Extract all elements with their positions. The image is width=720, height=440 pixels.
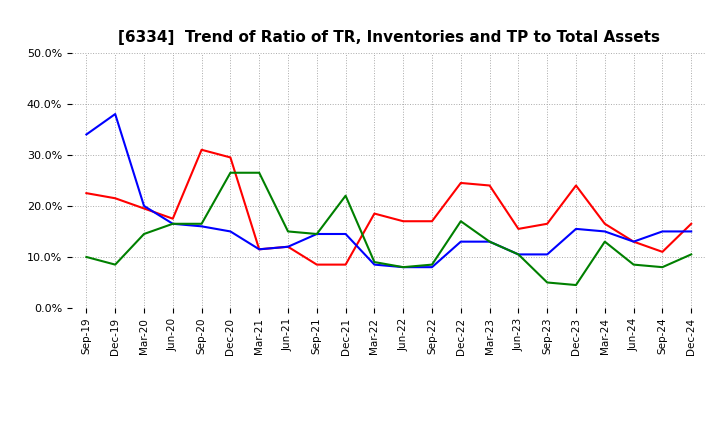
- Inventories: [370, 262, 379, 267]
- Inventories: [341, 231, 350, 237]
- Trade Payables: [341, 193, 350, 198]
- Trade Payables: [543, 280, 552, 285]
- Trade Receivables: [658, 249, 667, 254]
- Trade Receivables: [370, 211, 379, 216]
- Title: [6334]  Trend of Ratio of TR, Inventories and TP to Total Assets: [6334] Trend of Ratio of TR, Inventories…: [118, 29, 660, 45]
- Trade Payables: [485, 239, 494, 244]
- Trade Payables: [399, 264, 408, 270]
- Inventories: [658, 229, 667, 234]
- Inventories: [197, 224, 206, 229]
- Trade Payables: [140, 231, 148, 237]
- Trade Receivables: [485, 183, 494, 188]
- Trade Payables: [600, 239, 609, 244]
- Trade Receivables: [255, 247, 264, 252]
- Trade Payables: [514, 252, 523, 257]
- Trade Payables: [111, 262, 120, 267]
- Trade Receivables: [111, 196, 120, 201]
- Trade Receivables: [168, 216, 177, 221]
- Inventories: [600, 229, 609, 234]
- Inventories: [168, 221, 177, 227]
- Trade Receivables: [284, 244, 292, 249]
- Trade Payables: [168, 221, 177, 227]
- Inventories: [514, 252, 523, 257]
- Trade Receivables: [312, 262, 321, 267]
- Trade Receivables: [399, 219, 408, 224]
- Trade Receivables: [629, 239, 638, 244]
- Trade Receivables: [226, 155, 235, 160]
- Inventories: [312, 231, 321, 237]
- Trade Receivables: [543, 221, 552, 227]
- Trade Payables: [572, 282, 580, 288]
- Inventories: [543, 252, 552, 257]
- Trade Payables: [456, 219, 465, 224]
- Inventories: [399, 264, 408, 270]
- Inventories: [82, 132, 91, 137]
- Trade Receivables: [456, 180, 465, 186]
- Inventories: [226, 229, 235, 234]
- Inventories: [255, 247, 264, 252]
- Line: Trade Payables: Trade Payables: [86, 173, 691, 285]
- Trade Receivables: [197, 147, 206, 152]
- Trade Payables: [255, 170, 264, 176]
- Trade Receivables: [428, 219, 436, 224]
- Trade Receivables: [140, 206, 148, 211]
- Inventories: [687, 229, 696, 234]
- Inventories: [456, 239, 465, 244]
- Trade Receivables: [687, 221, 696, 227]
- Trade Receivables: [572, 183, 580, 188]
- Trade Receivables: [600, 221, 609, 227]
- Trade Payables: [226, 170, 235, 176]
- Trade Payables: [312, 231, 321, 237]
- Trade Payables: [658, 264, 667, 270]
- Trade Payables: [284, 229, 292, 234]
- Line: Inventories: Inventories: [86, 114, 691, 267]
- Inventories: [428, 264, 436, 270]
- Trade Payables: [428, 262, 436, 267]
- Trade Payables: [82, 254, 91, 260]
- Trade Payables: [629, 262, 638, 267]
- Line: Trade Receivables: Trade Receivables: [86, 150, 691, 264]
- Trade Receivables: [341, 262, 350, 267]
- Inventories: [485, 239, 494, 244]
- Inventories: [111, 111, 120, 117]
- Trade Payables: [370, 260, 379, 265]
- Inventories: [629, 239, 638, 244]
- Trade Receivables: [82, 191, 91, 196]
- Inventories: [140, 203, 148, 209]
- Trade Receivables: [514, 226, 523, 231]
- Inventories: [572, 226, 580, 231]
- Trade Payables: [197, 221, 206, 227]
- Inventories: [284, 244, 292, 249]
- Trade Payables: [687, 252, 696, 257]
